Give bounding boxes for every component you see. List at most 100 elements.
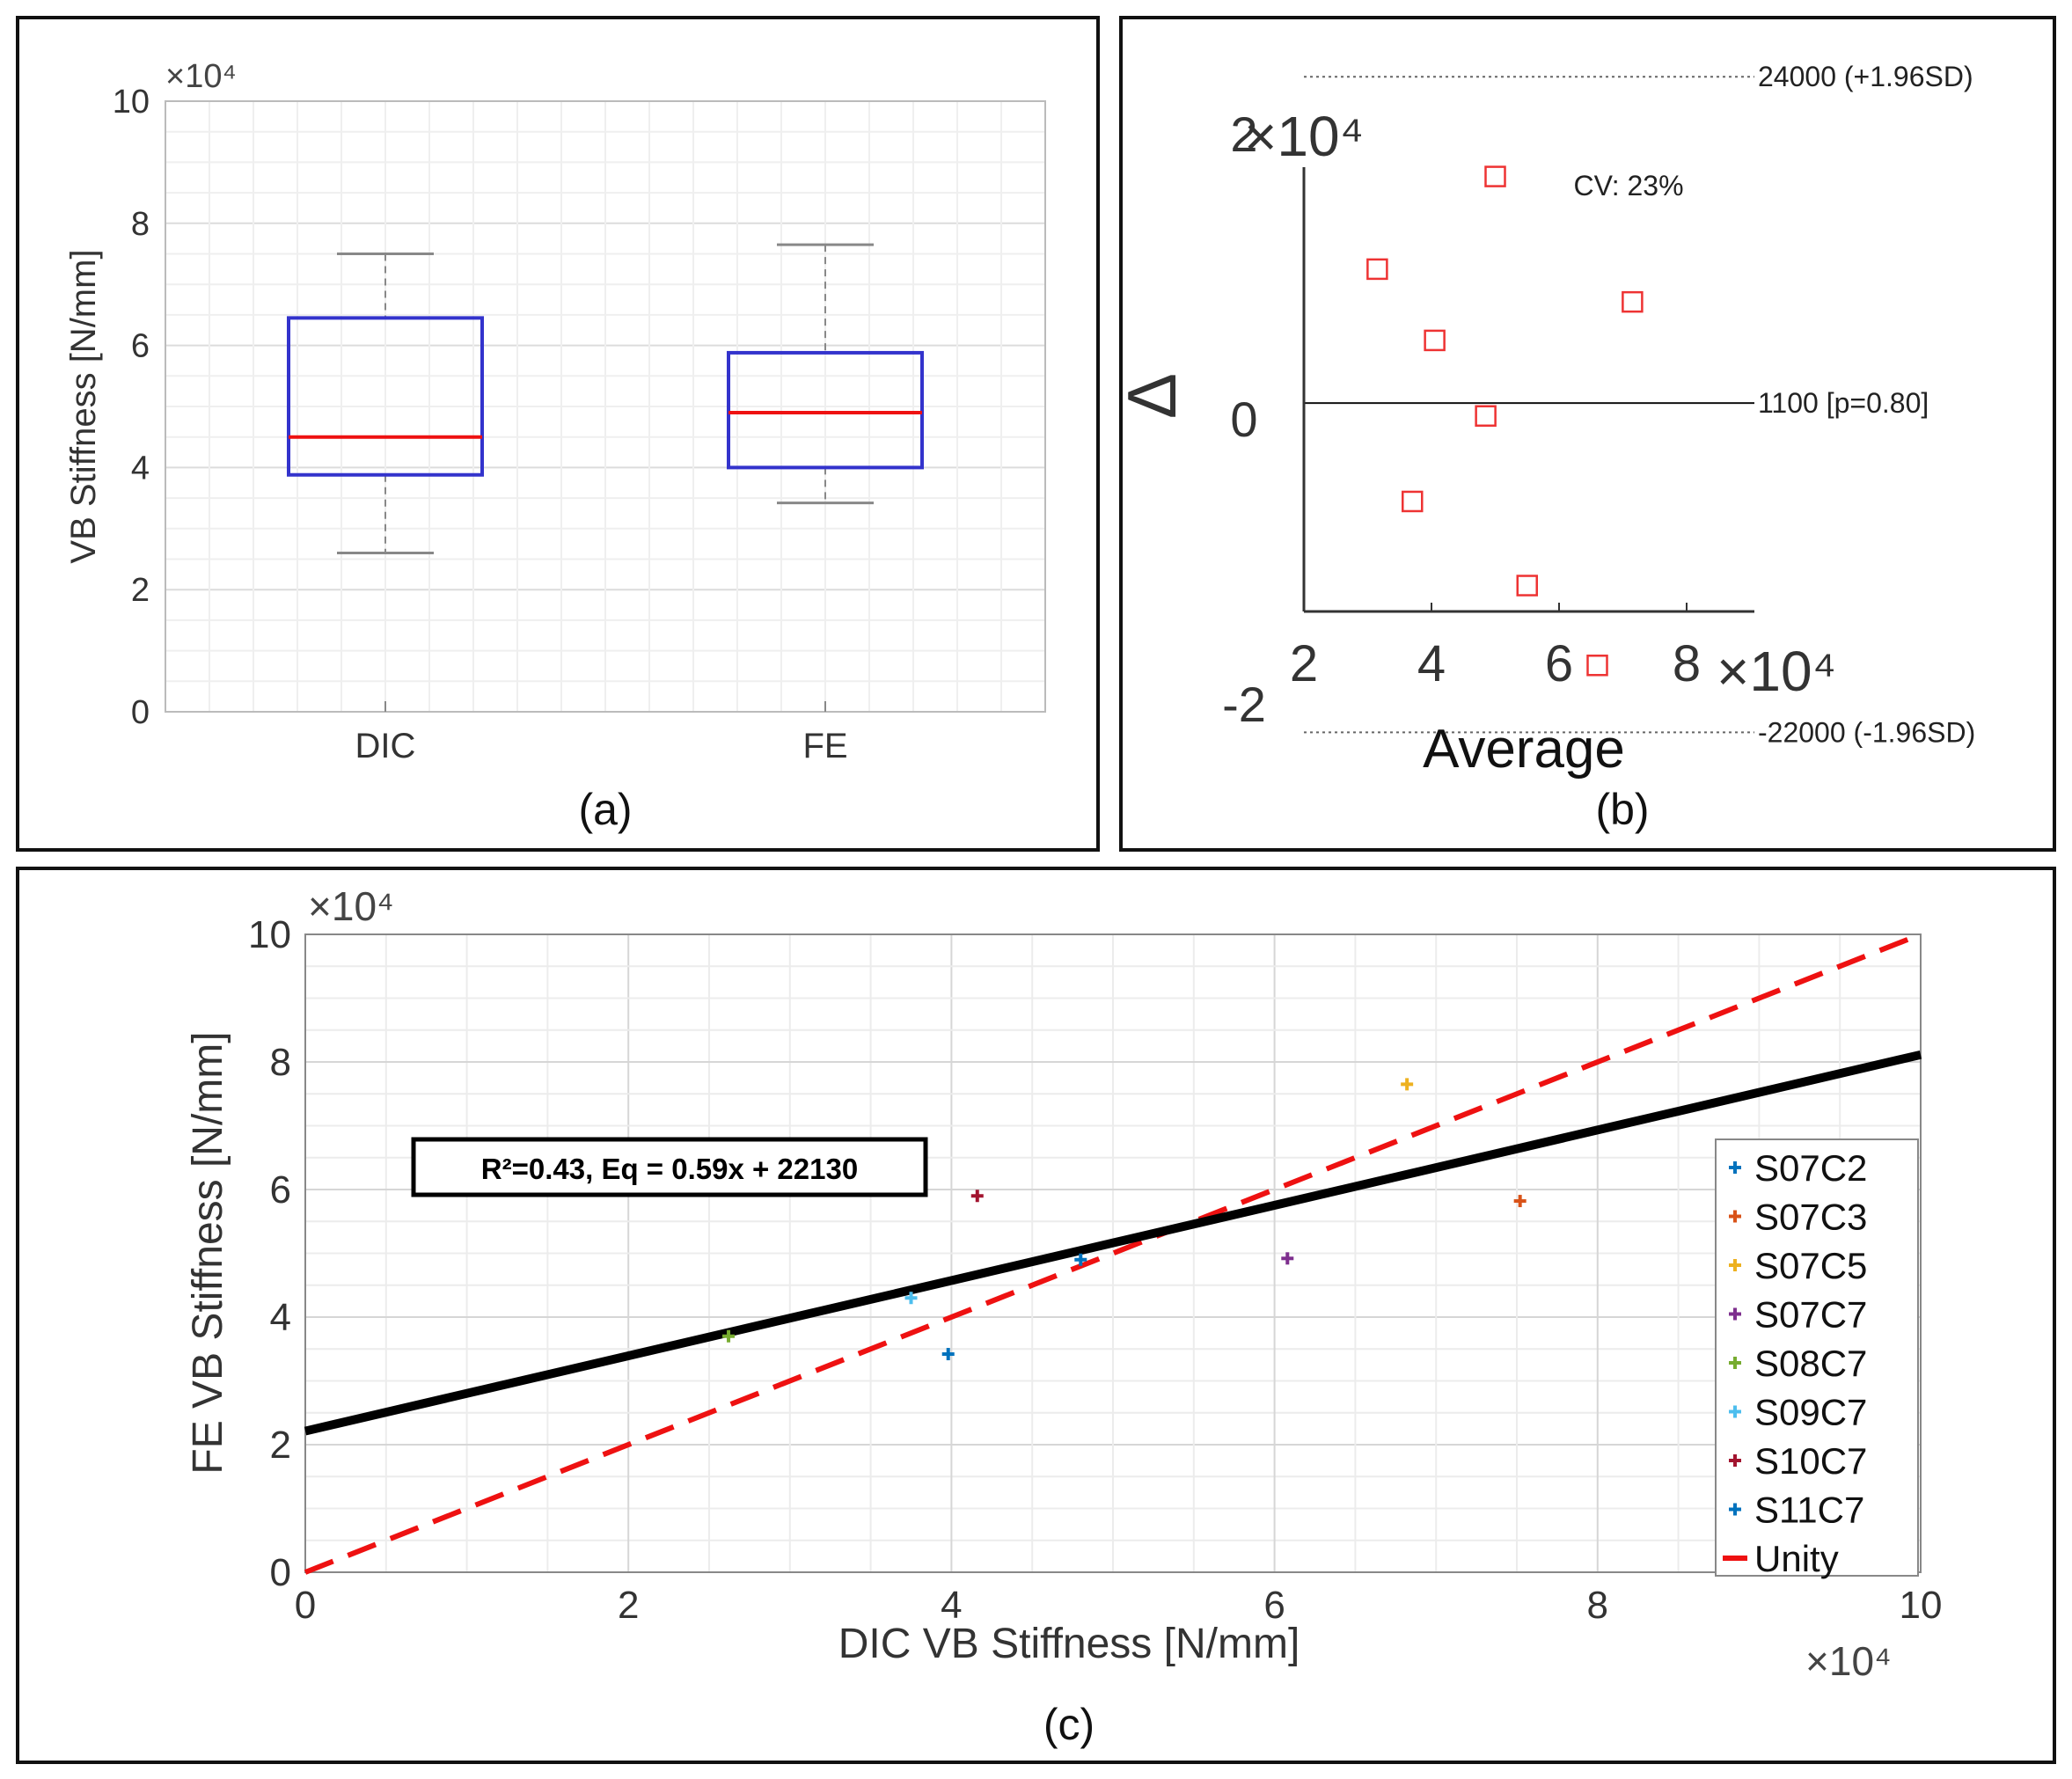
y-tick-label: 10 [248, 913, 291, 956]
legend-item-s09c7: S09C7 [1729, 1392, 1867, 1433]
x-tick-label: 0 [295, 1584, 316, 1627]
equation-text: R²=0.43, Eq = 0.59x + 22130 [481, 1153, 858, 1185]
x-exponent-label: ×10⁴ [1805, 1638, 1892, 1684]
legend-item-s11c7: S11C7 [1729, 1490, 1864, 1531]
y-tick-labels: 0 2 4 6 8 10 [113, 84, 150, 731]
legend-item-s07c5: S07C5 [1729, 1245, 1867, 1286]
legend-label: S11C7 [1754, 1490, 1864, 1531]
y-tick-label: 10 [113, 84, 150, 121]
point-s09c7 [904, 1292, 918, 1305]
x-tick-label: 8 [1673, 635, 1701, 692]
y-tick-label: 8 [270, 1041, 291, 1084]
legend-item-s07c2: S07C2 [1729, 1147, 1867, 1189]
y-tick-label: 4 [270, 1296, 291, 1339]
difference-point [1622, 290, 1644, 313]
panel-b-bland-altman: 24000 (+1.96SD) 1100 [p=0.80] -22000 (-1.9… [1113, 16, 2056, 852]
panel-a-box-plot: 0 2 4 6 8 10 DIC FE ×10⁴ VB Stiffness [N/mm] (… [16, 16, 1100, 852]
x-tick-label: 10 [1900, 1584, 1943, 1627]
iqr-box [287, 316, 484, 477]
x-axis-label: Average [1423, 719, 1625, 780]
y-tick-label: -2 [1222, 677, 1266, 732]
legend-marker [1729, 1210, 1741, 1223]
y-axis-label: Δ [1113, 373, 1190, 419]
regression-fit-line [304, 1050, 1922, 1436]
unity-line [304, 932, 1922, 1575]
point-s07c7 [1281, 1252, 1294, 1265]
y-tick-label: 2 [131, 572, 150, 609]
y-axis-label: FE VB Stiffness [N/mm] [185, 1031, 231, 1474]
x-tick-labels: DIC FE [355, 727, 848, 765]
panel-c-correlation-scatter: 0 2 4 6 8 10 0 2 4 6 8 10 ×10⁴ ×10⁴ FE VB Stiffnes… [16, 867, 2056, 1764]
x-tick-label: 8 [1587, 1584, 1608, 1627]
y-tick-label: 8 [131, 206, 150, 243]
difference-point [1366, 258, 1388, 281]
legend-item-s10c7: S10C7 [1729, 1440, 1867, 1482]
y-exponent-label: ×10⁴ [1244, 105, 1364, 168]
bland-altman-chart: 24000 (+1.96SD) 1100 [p=0.80] -22000 (-1.9… [1113, 61, 1975, 834]
x-tick-label: 2 [1290, 635, 1318, 692]
y-tick-labels: 0 2 4 6 8 10 [248, 913, 291, 1594]
legend-item-s08c7: S08C7 [1729, 1343, 1867, 1384]
x-axis-label: DIC VB Stiffness [N/mm] [838, 1621, 1300, 1667]
y-tick-label: 0 [270, 1551, 291, 1594]
difference-point [1402, 490, 1424, 513]
legend-label: S07C5 [1754, 1245, 1867, 1286]
point-s10c7 [970, 1190, 984, 1203]
legend-label: S07C3 [1754, 1197, 1867, 1238]
legend: S07C2 S07C3 S07C5 S07C7 S08C7 S09C7 S10C7 S11C7… [1715, 1138, 1919, 1579]
reference-lines: 24000 (+1.96SD) 1100 [p=0.80] -22000 (-1.9… [1304, 61, 1975, 748]
point-s07c3 [1513, 1195, 1527, 1208]
y-tick-label: 0 [1230, 392, 1257, 447]
cv-annotation: CV: 23% [1573, 170, 1683, 201]
legend-label: S08C7 [1754, 1343, 1867, 1384]
y-axis-label: VB Stiffness [N/mm] [64, 249, 103, 563]
panel-caption: (c) [1043, 1700, 1095, 1749]
y-tick-label: 6 [270, 1168, 291, 1212]
box-dic [287, 253, 484, 712]
legend-label: S10C7 [1754, 1440, 1867, 1482]
y-tick-label: 2 [1230, 106, 1257, 162]
box-plot-chart: 0 2 4 6 8 10 DIC FE ×10⁴ VB Stiffness [N/mm] (… [64, 58, 1046, 834]
correlation-scatter-chart: 0 2 4 6 8 10 0 2 4 6 8 10 ×10⁴ ×10⁴ FE VB Stiffnes… [185, 883, 1943, 1749]
reference-line-label: 24000 (+1.96SD) [1758, 61, 1973, 92]
legend-item-unity: Unity [1723, 1538, 1839, 1579]
difference-point [1516, 575, 1538, 597]
legend-label: S07C7 [1754, 1294, 1867, 1336]
x-tick-label: 6 [1545, 635, 1573, 692]
panel-caption: (b) [1595, 785, 1649, 834]
y-tick-labels: -2 0 2 [1222, 106, 1266, 732]
panel-caption: (a) [578, 785, 632, 834]
x-tick-labels: 0 2 4 6 8 10 [295, 1584, 1943, 1627]
legend-box [1715, 1138, 1919, 1577]
x-tick-label: FE [802, 727, 847, 765]
x-tick-label: 2 [618, 1584, 639, 1627]
difference-point [1586, 655, 1608, 677]
difference-point [1484, 165, 1506, 187]
legend-marker [1729, 1259, 1741, 1271]
legend-item-s07c3: S07C3 [1729, 1197, 1867, 1238]
difference-point [1424, 329, 1446, 352]
y-exponent-label: ×10⁴ [165, 58, 237, 95]
difference-points [1366, 165, 1644, 677]
legend-marker [1729, 1307, 1741, 1321]
point-s07c5 [1401, 1078, 1414, 1091]
y-tick-label: 0 [131, 694, 150, 731]
reference-line-label: 1100 [p=0.80] [1758, 387, 1929, 419]
x-tick-labels: 2 4 6 8 [1290, 603, 1701, 692]
point-s11c7 [941, 1348, 955, 1361]
equation-box: R²=0.43, Eq = 0.59x + 22130 [411, 1137, 928, 1197]
plot-area-border [304, 933, 1922, 1573]
legend-label: S09C7 [1754, 1392, 1867, 1433]
legend-label: Unity [1754, 1538, 1839, 1579]
difference-point [1475, 405, 1497, 428]
legend-marker [1729, 1161, 1741, 1174]
legend-marker [1729, 1503, 1741, 1516]
legend-marker [1729, 1405, 1741, 1418]
x-exponent-label: ×10⁴ [1717, 640, 1836, 703]
grid [165, 100, 1046, 713]
legend-item-s07c7: S07C7 [1729, 1294, 1867, 1336]
x-tick-label: DIC [355, 727, 416, 765]
legend-label: S07C2 [1754, 1147, 1867, 1189]
y-tick-label: 6 [131, 328, 150, 365]
point-s08c7 [722, 1329, 736, 1343]
